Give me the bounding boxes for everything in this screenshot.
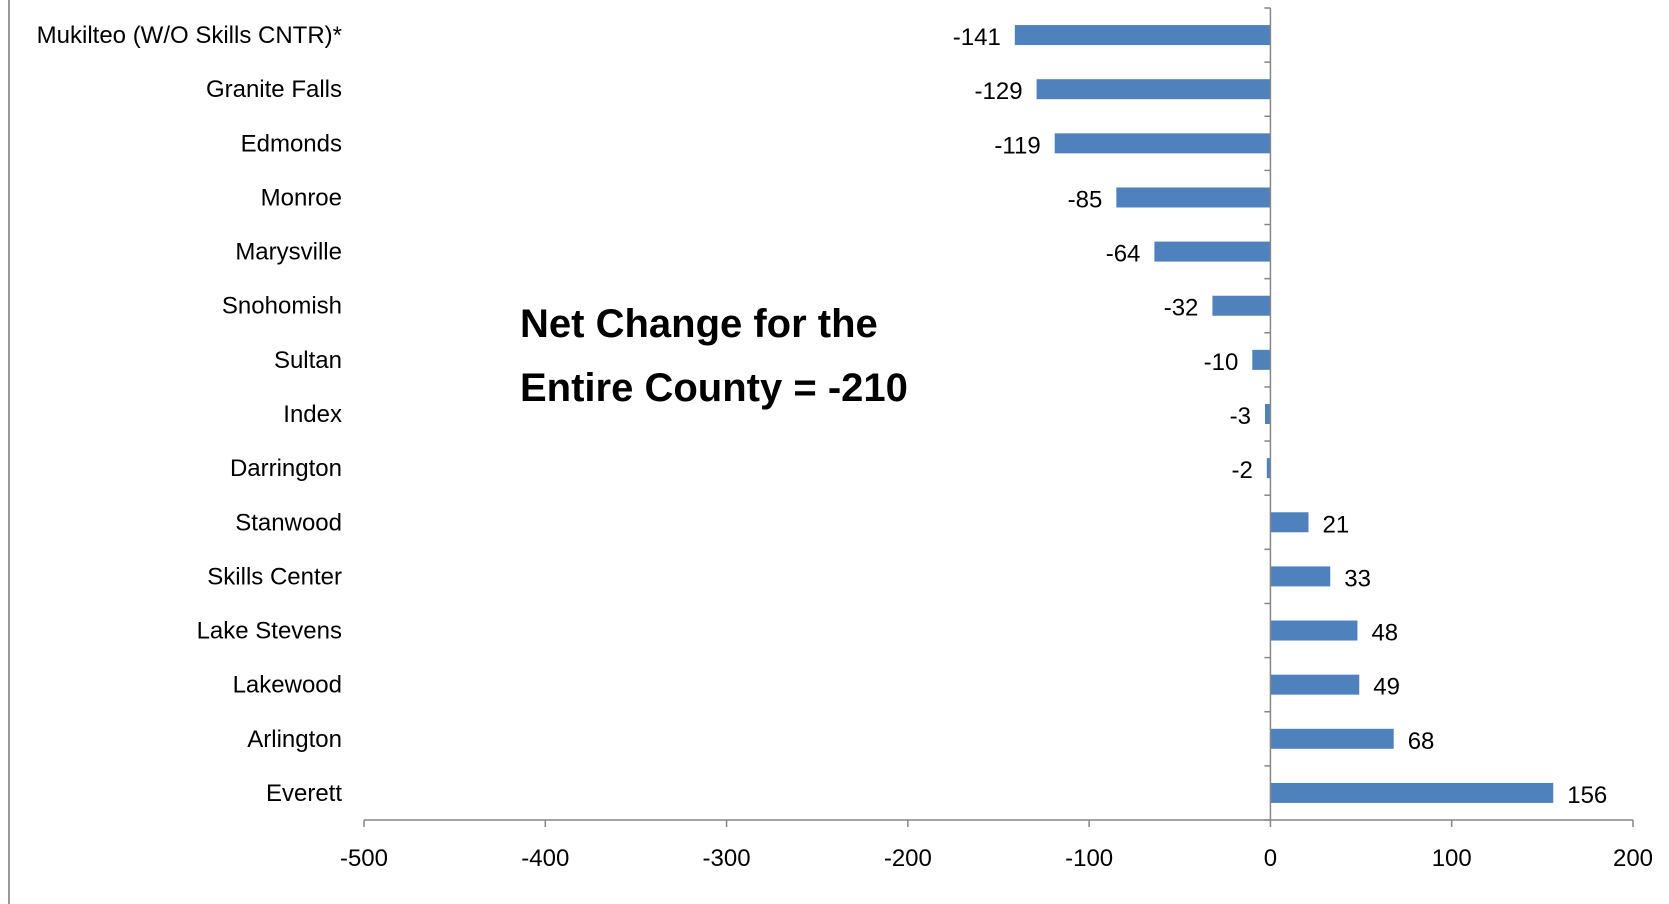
category-label-5: Snohomish bbox=[222, 293, 342, 320]
tick-label-6: 100 bbox=[1432, 845, 1472, 872]
bar-4 bbox=[1154, 241, 1271, 262]
value-label-9: 21 bbox=[1322, 511, 1349, 538]
category-label-4: Marysville bbox=[235, 239, 342, 266]
category-label-12: Lakewood bbox=[233, 672, 342, 699]
bar-11 bbox=[1270, 620, 1358, 641]
net-change-annotation: Net Change for the Entire County = -210 bbox=[520, 292, 908, 420]
bar-13 bbox=[1270, 728, 1394, 749]
category-label-7: Index bbox=[283, 401, 342, 428]
bar-6 bbox=[1252, 349, 1271, 370]
value-label-8: -2 bbox=[1231, 457, 1252, 484]
annotation-line-2: Entire County = -210 bbox=[520, 366, 908, 410]
tick-label-2: -300 bbox=[703, 845, 751, 872]
bar-7 bbox=[1264, 404, 1271, 424]
tick-labels-group: -500 -400 -300 -200 -100 0 100 200 bbox=[340, 845, 1653, 872]
category-label-8: Darrington bbox=[230, 455, 342, 482]
value-label-12: 49 bbox=[1373, 674, 1400, 701]
value-label-13: 68 bbox=[1408, 728, 1435, 755]
value-label-1: -129 bbox=[975, 78, 1023, 105]
value-label-11: 48 bbox=[1371, 620, 1398, 647]
value-label-4: -64 bbox=[1106, 241, 1141, 268]
value-label-6: -10 bbox=[1204, 349, 1239, 376]
bar-14 bbox=[1270, 782, 1554, 803]
bar-2 bbox=[1054, 133, 1271, 154]
category-label-2: Edmonds bbox=[241, 130, 342, 157]
tick-label-0: -500 bbox=[340, 845, 388, 872]
tick-label-7: 200 bbox=[1613, 845, 1653, 872]
value-label-3: -85 bbox=[1068, 186, 1103, 213]
value-label-0: -141 bbox=[953, 24, 1001, 51]
bar-5 bbox=[1212, 295, 1271, 316]
value-label-14: 156 bbox=[1567, 782, 1607, 809]
value-label-7: -3 bbox=[1230, 403, 1251, 430]
value-label-5: -32 bbox=[1164, 295, 1199, 322]
value-labels-group: -141 -129 -119 -85 -64 -32-10 -3 -2 21 33 48 49 68 15… bbox=[953, 24, 1608, 809]
category-labels-group: Mukilteo (W/O Skills CNTR)* Granite Falls… bbox=[37, 22, 343, 807]
tick-label-3: -200 bbox=[884, 845, 932, 872]
bar-1 bbox=[1036, 79, 1271, 100]
category-label-0: Mukilteo (W/O Skills CNTR)* bbox=[37, 22, 342, 49]
category-label-9: Stanwood bbox=[235, 509, 342, 536]
value-label-2: -119 bbox=[994, 132, 1040, 159]
annotation-line-1: Net Change for the bbox=[520, 302, 878, 346]
bars-group bbox=[1014, 25, 1554, 803]
tick-label-5: 0 bbox=[1264, 845, 1277, 872]
bar-9 bbox=[1270, 512, 1309, 533]
category-label-11: Lake Stevens bbox=[197, 618, 342, 645]
axes-group bbox=[363, 7, 1634, 827]
tick-label-1: -400 bbox=[521, 845, 569, 872]
bar-0 bbox=[1014, 25, 1271, 46]
bar-3 bbox=[1116, 187, 1271, 208]
category-label-3: Monroe bbox=[261, 184, 342, 211]
bar-10 bbox=[1270, 566, 1331, 587]
tick-label-4: -100 bbox=[1065, 845, 1113, 872]
category-label-6: Sultan bbox=[274, 347, 342, 374]
category-label-14: Everett bbox=[266, 780, 342, 807]
category-label-10: Skills Center bbox=[207, 563, 342, 590]
bar-8 bbox=[1266, 458, 1271, 479]
category-label-13: Arlington bbox=[247, 726, 342, 753]
frame-border-line bbox=[8, 0, 10, 904]
value-label-10: 33 bbox=[1344, 565, 1371, 592]
category-label-1: Granite Falls bbox=[206, 76, 342, 103]
bar-12 bbox=[1270, 674, 1360, 695]
